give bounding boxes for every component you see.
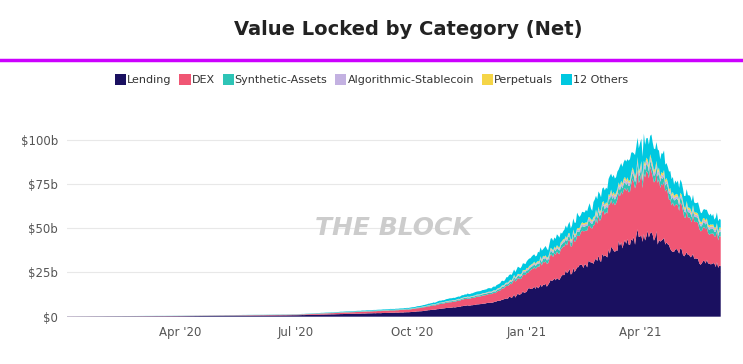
Legend: Lending, DEX, Synthetic-Assets, Algorithmic-Stablecoin, Perpetuals, 12 Others: Lending, DEX, Synthetic-Assets, Algorith…	[115, 75, 628, 85]
Text: THE BLOCK: THE BLOCK	[316, 216, 472, 240]
Text: Value Locked by Category (Net): Value Locked by Category (Net)	[234, 20, 583, 39]
